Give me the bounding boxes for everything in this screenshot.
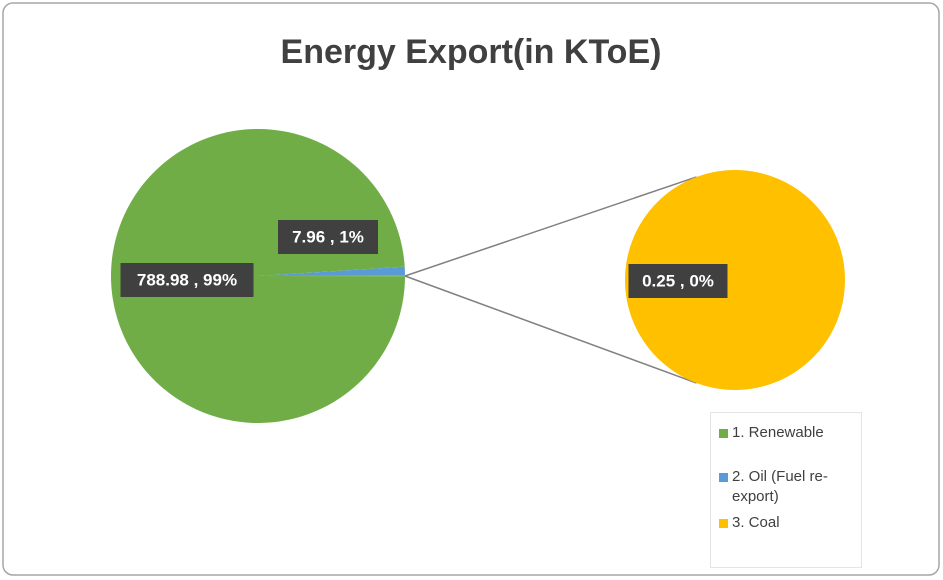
legend: 1. Renewable 2. Oil (Fuel re-export) 3. Co… xyxy=(710,412,862,568)
legend-swatch xyxy=(719,473,728,482)
secondary-pie-slice xyxy=(625,170,845,390)
data-label: 788.98 , 99% xyxy=(137,270,237,289)
legend-item: 1. Renewable xyxy=(719,423,853,443)
pie-slice xyxy=(111,129,405,424)
legend-swatch xyxy=(719,429,728,438)
connector xyxy=(404,275,697,384)
legend-label: 1. Renewable xyxy=(732,424,824,441)
legend-item: 3. Coal xyxy=(719,513,853,533)
pie-slice xyxy=(258,266,405,276)
legend-item: 2. Oil (Fuel re-export) xyxy=(719,467,853,507)
data-label: 7.96 , 1% xyxy=(292,227,364,246)
legend-label: 3. Coal xyxy=(732,514,780,531)
data-label-box xyxy=(628,264,728,298)
chart-title: Energy Export(in KToE) xyxy=(281,33,662,71)
legend-swatch xyxy=(719,519,728,528)
data-label-box xyxy=(120,263,254,297)
data-label: 0.25 , 0% xyxy=(642,271,714,290)
data-label-box xyxy=(278,220,378,254)
connector xyxy=(404,176,697,277)
legend-label: 2. Oil (Fuel re-export) xyxy=(732,468,828,505)
